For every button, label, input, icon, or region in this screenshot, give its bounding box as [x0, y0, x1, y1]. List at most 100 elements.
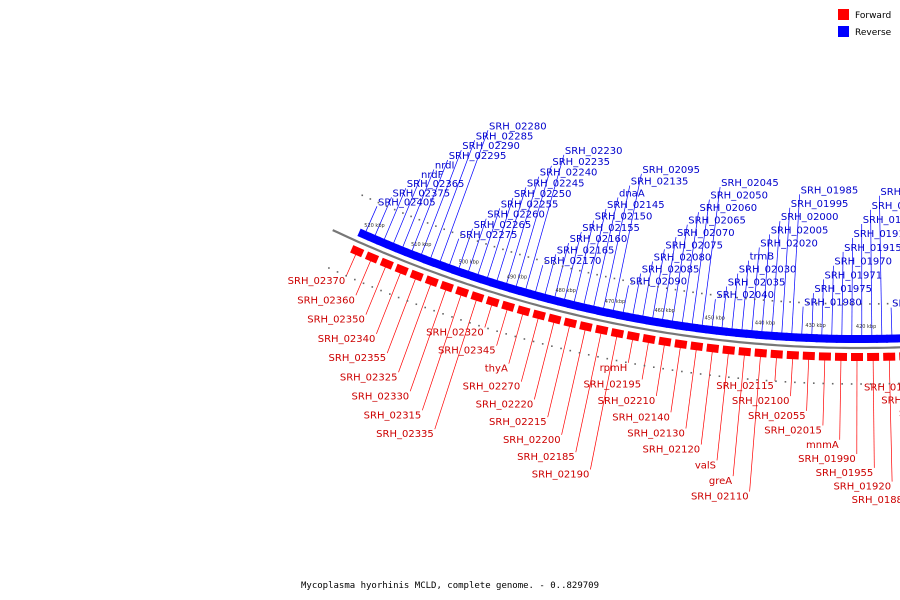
gene-feature [470, 291, 485, 303]
gene-feature [594, 324, 609, 336]
label-leader [761, 234, 771, 336]
label-leader [421, 291, 463, 411]
gene-label: SRH_02070 [677, 228, 735, 239]
gene-feature [665, 319, 679, 330]
label-leader [732, 351, 746, 477]
label-leader [376, 269, 403, 335]
gene-label: SRH_02055 [748, 411, 806, 422]
gene-label: SRH_02115 [716, 381, 774, 392]
guide-dot [869, 303, 871, 305]
gene-feature [765, 331, 778, 341]
legend-forward-swatch [838, 9, 849, 20]
guide-dot [606, 357, 609, 360]
gene-label: SRH_02370 [288, 276, 346, 287]
guide-dot [625, 361, 627, 364]
label-leader [741, 260, 749, 334]
guide-dot [886, 302, 889, 305]
label-leader [781, 207, 791, 337]
guide-dot [665, 287, 668, 290]
label-leader [851, 237, 853, 340]
guide-dot [643, 364, 646, 367]
guide-dot [803, 381, 806, 384]
gene-feature [516, 305, 531, 317]
gene-feature [626, 331, 640, 342]
label-leader [622, 285, 629, 316]
gene-label: SRH_01990 [798, 454, 856, 465]
guide-dot [709, 374, 711, 376]
gene-feature [455, 286, 470, 298]
gene-label: SRH_01985 [801, 185, 859, 196]
guide-dot [424, 306, 427, 309]
guide-dot [775, 380, 777, 383]
guide-dot [798, 301, 800, 304]
gene-label: SRH_01970 [834, 257, 892, 268]
label-leader [398, 281, 433, 373]
gene-label: SRH_02290 [462, 141, 520, 152]
guide-dot [736, 296, 738, 299]
guide-dot [579, 269, 581, 272]
guide-dot [727, 295, 730, 298]
gene-feature [547, 294, 561, 306]
guide-dot [699, 373, 702, 375]
gene-label: SRH_02255 [501, 199, 559, 210]
label-leader [870, 209, 873, 339]
label-leader [685, 346, 698, 429]
gene-feature [635, 314, 649, 325]
label-leader [575, 329, 603, 453]
guide-dot [681, 370, 683, 373]
gene-label: SRH_02080 [654, 253, 712, 264]
gene-label: SRH_02355 [329, 353, 387, 364]
label-leader [467, 218, 487, 275]
gene-feature [785, 332, 798, 342]
label-leader [716, 350, 730, 461]
guide-dot [578, 351, 581, 354]
label-leader [573, 220, 595, 306]
gene-feature [596, 306, 610, 317]
label-leader [409, 286, 448, 392]
guide-dot [745, 297, 747, 300]
gene-label: SRH_01910 [854, 229, 900, 240]
gene-feature [655, 317, 669, 328]
tick-label: 510 kbp [411, 242, 431, 248]
gene-label: SRH_02245 [527, 178, 585, 189]
gene-label: SRH_02120 [643, 445, 701, 456]
guide-dot [380, 289, 382, 292]
guide-dot [551, 345, 553, 347]
guide-dot [510, 251, 513, 253]
gene-label: SRH_01885 [852, 495, 900, 506]
tick-label: 500 kbp [459, 260, 479, 266]
gene-label: SRH_02375 [393, 188, 451, 199]
gene-label: SRH_02155 [582, 223, 640, 234]
guide-dot [519, 253, 521, 256]
guide-dot [493, 245, 496, 248]
gene-label: SRH_02340 [318, 334, 376, 345]
guide-dot [833, 302, 836, 305]
guide-dot [718, 294, 721, 297]
guide-dot [639, 282, 642, 285]
guide-dot [443, 228, 445, 231]
guide-dot [879, 383, 881, 385]
label-leader [561, 326, 587, 435]
guide-dot [657, 285, 659, 288]
label-leader [612, 173, 642, 314]
gene-feature [439, 280, 454, 293]
gene-feature [885, 334, 899, 343]
gene-label: SRH_02045 [721, 178, 779, 189]
gene-feature [566, 299, 581, 311]
label-leader [590, 333, 618, 470]
tick-label: 490 kbp [507, 275, 527, 281]
guide-dot [354, 278, 356, 281]
label-leader [602, 185, 631, 312]
label-leader [382, 188, 407, 243]
gene-feature [508, 284, 523, 296]
label-leader [661, 237, 677, 323]
gene-feature [547, 313, 562, 325]
guide-dot [460, 234, 462, 237]
label-leader [731, 273, 739, 333]
gene-label: trmB [750, 252, 775, 263]
guide-dot [468, 237, 471, 240]
gene-feature [695, 324, 709, 334]
guide-dot [895, 302, 898, 305]
guide-dot [569, 349, 572, 352]
